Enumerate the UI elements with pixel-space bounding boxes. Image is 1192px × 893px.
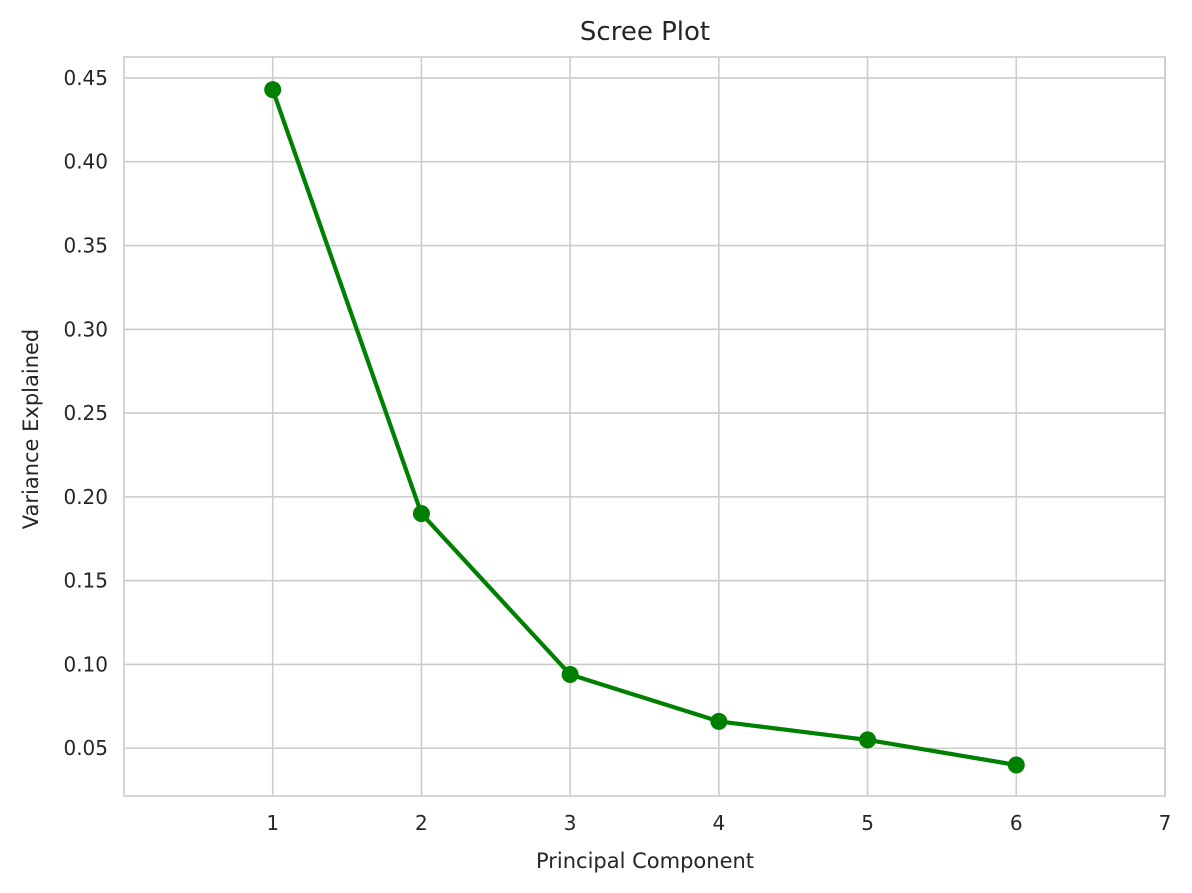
y-tick-label: 0.35 <box>63 234 108 258</box>
grid-lines <box>124 57 1166 796</box>
y-tick-label: 0.40 <box>63 150 108 174</box>
x-tick-label: 6 <box>1010 811 1023 835</box>
data-point <box>264 81 282 99</box>
y-tick-labels: 0.05 0.10 0.15 0.20 0.25 0.30 0.35 0.40 0.45 <box>63 66 108 760</box>
series-line <box>270 87 1019 768</box>
data-point <box>412 505 430 523</box>
data-point <box>859 731 877 749</box>
x-tick-label: 1 <box>266 811 279 835</box>
plot-frame <box>123 56 1166 797</box>
data-point <box>710 712 728 730</box>
x-tick-label: 7 <box>1159 811 1172 835</box>
y-tick-label: 0.05 <box>63 736 108 760</box>
x-tick-label: 2 <box>415 811 428 835</box>
data-point <box>1007 756 1025 774</box>
x-tick-label: 4 <box>712 811 725 835</box>
y-tick-label: 0.20 <box>63 485 108 509</box>
y-tick-label: 0.30 <box>63 317 108 341</box>
x-axis-label: Principal Component <box>536 849 754 873</box>
chart-title: Scree Plot <box>580 17 710 47</box>
y-tick-label: 0.10 <box>63 652 108 676</box>
series-layer <box>264 81 1025 774</box>
y-tick-label: 0.25 <box>63 401 108 425</box>
y-axis-label: Variance Explained <box>19 329 43 530</box>
y-tick-label: 0.15 <box>63 569 108 593</box>
data-point <box>561 666 579 684</box>
x-tick-labels: 1 2 3 4 5 6 7 <box>266 811 1171 835</box>
x-tick-label: 3 <box>564 811 577 835</box>
x-tick-label: 5 <box>861 811 874 835</box>
y-tick-label: 0.45 <box>63 66 108 90</box>
